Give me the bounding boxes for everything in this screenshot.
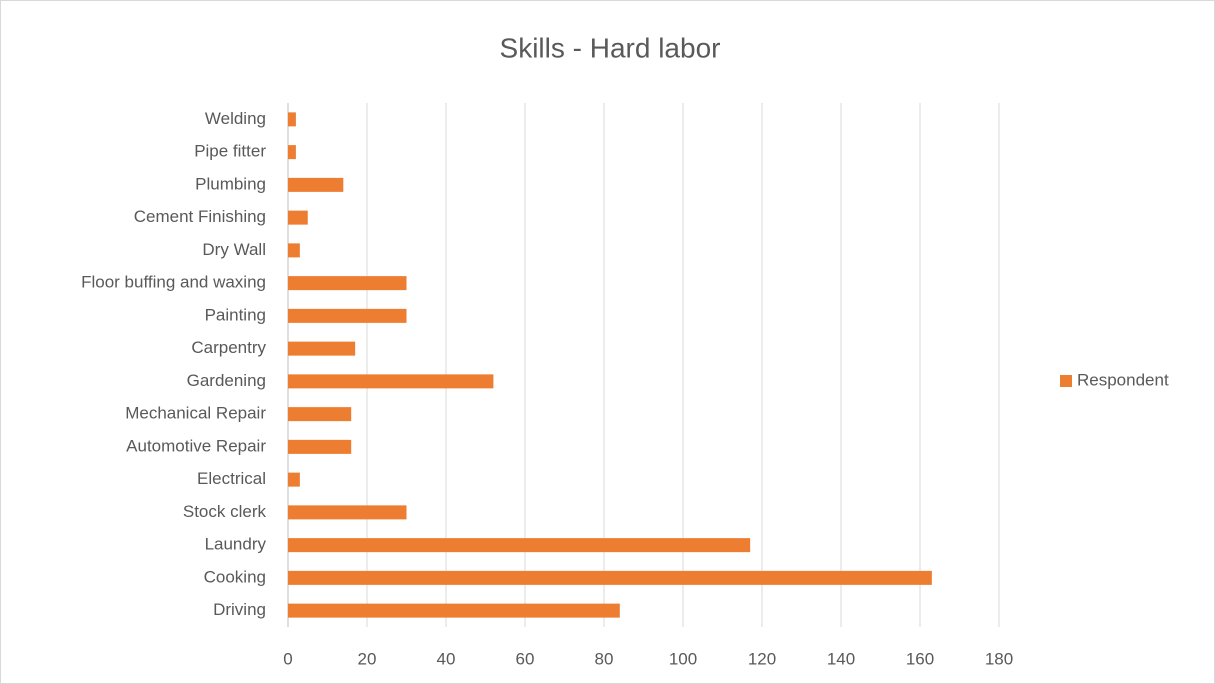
x-tick-label: 160 bbox=[906, 649, 934, 668]
y-tick-label: Driving bbox=[213, 600, 266, 619]
bar bbox=[288, 145, 296, 160]
x-tick-label: 80 bbox=[595, 649, 614, 668]
y-tick-label: Welding bbox=[205, 109, 266, 128]
y-tick-label: Gardening bbox=[187, 371, 266, 390]
y-tick-label: Electrical bbox=[197, 469, 266, 488]
bar bbox=[288, 177, 344, 192]
chart-title: Skills - Hard labor bbox=[500, 32, 721, 63]
y-tick-label: Cement Finishing bbox=[134, 207, 266, 226]
bar bbox=[288, 439, 352, 454]
y-tick-label: Dry Wall bbox=[202, 240, 266, 259]
bar bbox=[288, 308, 407, 323]
bar bbox=[288, 210, 308, 225]
x-tick-label: 140 bbox=[827, 649, 855, 668]
bar bbox=[288, 603, 620, 618]
y-tick-label: Laundry bbox=[205, 535, 267, 554]
y-tick-label: Cooking bbox=[204, 567, 266, 586]
bar bbox=[288, 570, 932, 585]
bar bbox=[288, 341, 356, 356]
bar bbox=[288, 112, 296, 127]
x-tick-label: 100 bbox=[669, 649, 697, 668]
y-tick-label: Floor buffing and waxing bbox=[81, 273, 266, 292]
bar bbox=[288, 407, 352, 422]
y-tick-label: Automotive Repair bbox=[126, 436, 266, 455]
bar bbox=[288, 243, 300, 258]
x-tick-label: 120 bbox=[748, 649, 776, 668]
bar bbox=[288, 505, 407, 520]
bar bbox=[288, 374, 494, 389]
y-tick-label: Mechanical Repair bbox=[125, 404, 266, 423]
bar bbox=[288, 538, 751, 553]
legend-swatch bbox=[1060, 375, 1072, 387]
legend-label: Respondent bbox=[1077, 370, 1169, 389]
y-tick-label: Stock clerk bbox=[183, 502, 267, 521]
x-tick-label: 20 bbox=[358, 649, 377, 668]
bar bbox=[288, 276, 407, 291]
x-tick-label: 0 bbox=[283, 649, 292, 668]
y-tick-label: Pipe fitter bbox=[194, 142, 266, 161]
x-tick-label: 180 bbox=[985, 649, 1013, 668]
y-tick-label: Carpentry bbox=[191, 338, 266, 357]
bar bbox=[288, 472, 300, 487]
x-tick-label: 40 bbox=[437, 649, 456, 668]
y-tick-label: Painting bbox=[205, 305, 266, 324]
y-tick-label: Plumbing bbox=[195, 174, 266, 193]
x-tick-label: 60 bbox=[516, 649, 535, 668]
